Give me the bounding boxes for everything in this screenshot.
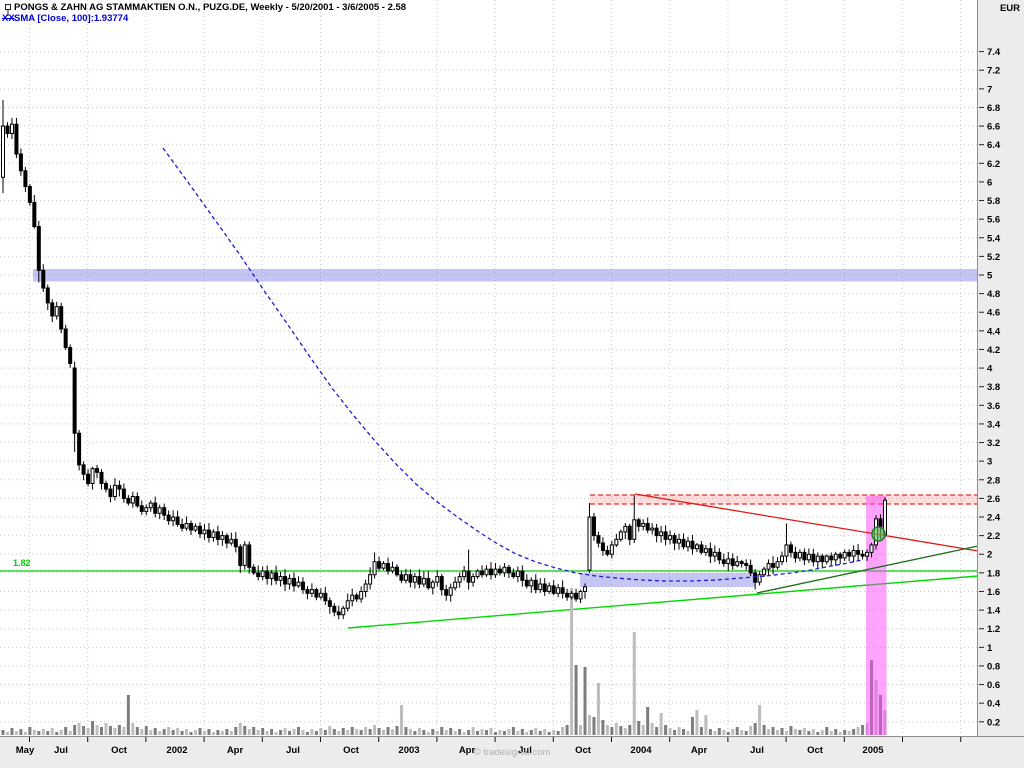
y-axis-label: 0.6 [987,680,1000,691]
y-axis-label: 0.4 [987,699,1001,710]
y-axis-label: 5.2 [987,252,1000,263]
chart-title: PONGS & ZAHN AG STAMMAKTIEN O.N., PUZG.D… [14,2,407,13]
x-axis-label: 2004 [630,745,652,756]
y-axis-label: 2.6 [987,494,1000,505]
x-axis: May Jul Oct 2002 Apr Jul Oct 2003 Apr Jul Oct 2004 A… [0,736,1024,768]
rising-trendline-2004 [756,545,979,594]
x-axis-label: Oct [343,745,360,756]
breakout-ellipse-marker [871,526,886,542]
y-axis: 7.4 7.2 7 6.8 6.6 6.4 6.2 6 5.8 5.6 5.4 5.2 5 4.8 4.6 4… [977,0,1024,768]
x-axis-label: Jul [750,745,764,756]
y-axis-label: 4.4 [987,326,1001,337]
x-axis-label: Jul [54,745,68,756]
y-axis-label: 4 [987,364,993,375]
y-axis-label: 3.4 [987,419,1001,430]
x-axis-label: May [16,745,35,756]
y-axis-label: 2.2 [987,531,1000,542]
y-axis-label: 1.2 [987,624,1000,635]
y-axis-label: 0.2 [987,717,1000,728]
resistance-band-2.6eur [590,494,978,505]
volume-series [1,588,887,735]
y-axis-label: 3.2 [987,438,1000,449]
y-axis-label: 4.8 [987,289,1000,300]
y-axis-label: 5.8 [987,196,1000,207]
y-axis-label: 4.6 [987,308,1000,319]
x-axis-label: Apr [691,745,708,756]
y-axis-label: 1.4 [987,606,1001,617]
indicator-icon[interactable]: XX [2,13,15,24]
support-line-value-label: 1.82 [13,558,31,568]
x-axis-label: 2005 [862,745,884,756]
x-axis-label: Jul [286,745,300,756]
y-axis-label: 5.6 [987,215,1000,226]
x-axis-label: Jul [518,745,532,756]
y-axis-label: 6.6 [987,122,1000,133]
y-axis-label: 2.8 [987,475,1000,486]
y-axis-label: 1.8 [987,568,1000,579]
y-axis-label: 5 [987,271,993,282]
x-axis-label: Oct [575,745,592,756]
resistance-band-5eur [33,269,978,282]
x-axis-label: 2002 [166,745,187,756]
y-axis-label: 0.8 [987,661,1000,672]
support-band-1.7eur [580,573,755,587]
y-axis-label: 5.4 [987,233,1001,244]
x-axis-label: Apr [459,745,476,756]
y-axis-label: 7 [987,84,992,95]
y-axis-label: 3.6 [987,401,1000,412]
x-axis-label: Apr [227,745,244,756]
x-axis-label: 2003 [398,745,419,756]
x-axis-label: Oct [111,745,128,756]
y-axis-label: 6.8 [987,103,1000,114]
y-axis-label: 6.2 [987,159,1000,170]
y-axis-label: 2.4 [987,513,1001,524]
indicator-label[interactable]: SMA [Close, 100]:1.93774 [14,13,129,24]
y-axis-label: 6.4 [987,140,1001,151]
y-axis-label: 1.6 [987,587,1000,598]
y-axis-label: 7.4 [987,47,1001,58]
y-axis-label: 6 [987,177,992,188]
descending-trendline [634,493,979,552]
x-axis-label: Oct [807,745,824,756]
tradesignal-watermark: © tradesignal.com [473,747,551,758]
y-axis-label: 4.2 [987,345,1000,356]
y-axis-label: 2 [987,550,992,561]
y-axis-label: 3 [987,457,992,468]
currency-label: EUR [999,3,1020,14]
y-axis-label: 3.8 [987,382,1000,393]
chart-pin-icon[interactable] [3,4,13,18]
y-axis-label: 1 [987,643,993,654]
y-axis-label: 7.2 [987,66,1000,77]
